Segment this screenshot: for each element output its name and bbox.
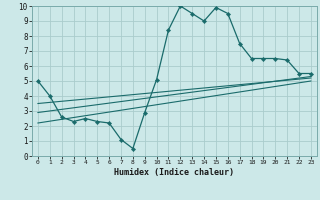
X-axis label: Humidex (Indice chaleur): Humidex (Indice chaleur) (115, 168, 234, 177)
